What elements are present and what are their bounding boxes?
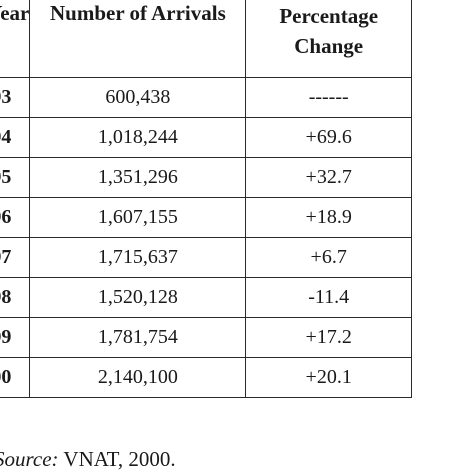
table-row: 1995 1,351,296 +32.7 — [0, 157, 412, 198]
year-cell: 1994 — [0, 117, 31, 158]
arrivals-table: Year Number of Arrivals Percentage Chang… — [0, 0, 412, 398]
table-row: 1999 1,781,754 +17.2 — [0, 317, 412, 358]
arrivals-cell: 600,438 — [29, 77, 247, 118]
change-cell: +32.7 — [245, 157, 412, 198]
change-cell: +69.6 — [245, 117, 412, 158]
table-header-row: Year Number of Arrivals Percentage Chang… — [0, 0, 412, 78]
arrivals-cell: 1,607,155 — [29, 197, 247, 238]
source-note: Source: VNAT, 2000. — [0, 447, 176, 472]
change-cell: +20.1 — [245, 357, 412, 398]
arrivals-cell: 1,520,128 — [29, 277, 247, 318]
arrivals-cell: 1,351,296 — [29, 157, 247, 198]
table-row: 1993 600,438 ------ — [0, 77, 412, 118]
change-cell: +18.9 — [245, 197, 412, 238]
arrivals-cell: 1,781,754 — [29, 317, 247, 358]
change-cell: ------ — [245, 77, 412, 118]
year-cell: 1997 — [0, 237, 31, 278]
year-cell: 1996 — [0, 197, 31, 238]
year-cell: 1993 — [0, 77, 31, 118]
table-row: 1996 1,607,155 +18.9 — [0, 197, 412, 238]
source-label: Source: — [0, 447, 59, 471]
header-arrivals: Number of Arrivals — [29, 0, 247, 78]
year-cell: 1998 — [0, 277, 31, 318]
header-change-line2: Change — [294, 34, 364, 58]
source-text: VNAT, 2000. — [63, 447, 176, 471]
table-row: 2000 2,140,100 +20.1 — [0, 357, 412, 398]
year-cell: 1999 — [0, 317, 31, 358]
table-row: 1994 1,018,244 +69.6 — [0, 117, 412, 158]
change-cell: +17.2 — [245, 317, 412, 358]
change-cell: +6.7 — [245, 237, 412, 278]
arrivals-cell: 1,018,244 — [29, 117, 247, 158]
header-change: Percentage Change — [245, 0, 412, 78]
change-cell: -11.4 — [245, 277, 412, 318]
table-row: 1997 1,715,637 +6.7 — [0, 237, 412, 278]
arrivals-cell: 2,140,100 — [29, 357, 247, 398]
year-cell: 2000 — [0, 357, 31, 398]
year-cell: 1995 — [0, 157, 31, 198]
header-change-line1: Percentage — [279, 4, 379, 28]
table-row: 1998 1,520,128 -11.4 — [0, 277, 412, 318]
arrivals-cell: 1,715,637 — [29, 237, 247, 278]
header-year: Year — [0, 0, 31, 78]
